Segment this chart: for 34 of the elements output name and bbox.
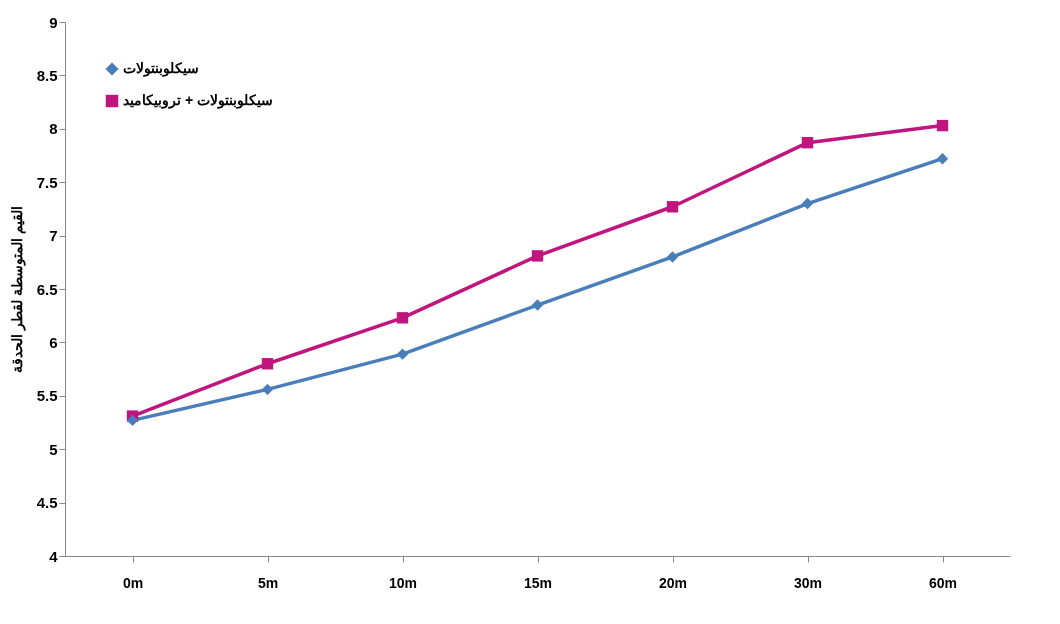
y-tick-label: 4 xyxy=(49,547,59,565)
x-tick-label: 10m xyxy=(388,574,418,591)
point xyxy=(261,383,274,396)
x-tick-label: 30m xyxy=(793,574,823,591)
y-tick-label: 5 xyxy=(49,440,58,458)
point xyxy=(936,119,949,132)
point xyxy=(261,358,274,370)
legend-label: سيكلوبنتولات xyxy=(123,60,199,77)
x-tick-label: 5m xyxy=(257,574,279,591)
legend-label: سيكلوبنتولات + تروبيكاميد xyxy=(123,92,273,109)
y-tick-label: 9 xyxy=(49,13,58,31)
point xyxy=(396,312,409,324)
point xyxy=(396,348,409,360)
y-tick-label: 6 xyxy=(49,333,58,351)
y-tick-label: 6.5 xyxy=(36,280,58,298)
point xyxy=(531,299,544,311)
y-tick-label: 4.5 xyxy=(36,494,58,512)
y-tick-label: 5.5 xyxy=(36,387,58,405)
point xyxy=(936,153,949,165)
y-tick-label: 8.5 xyxy=(36,66,58,84)
x-tick-label: 20m xyxy=(658,574,688,591)
y-tick-label: 8 xyxy=(49,120,58,138)
x-tick-label: 60m xyxy=(928,574,958,591)
point xyxy=(666,201,679,213)
x-tick-label: 15m xyxy=(523,574,553,591)
point xyxy=(126,414,139,427)
y-tick-label: 7 xyxy=(49,227,58,245)
point xyxy=(531,250,544,262)
x-tick-label: 0m xyxy=(122,574,144,591)
y-tick-label: 7.5 xyxy=(36,173,58,191)
point xyxy=(801,136,814,149)
point xyxy=(666,251,679,263)
point xyxy=(801,197,814,210)
y-axis-title: القيم المتوسطة لقطر الحدقة xyxy=(8,206,26,373)
